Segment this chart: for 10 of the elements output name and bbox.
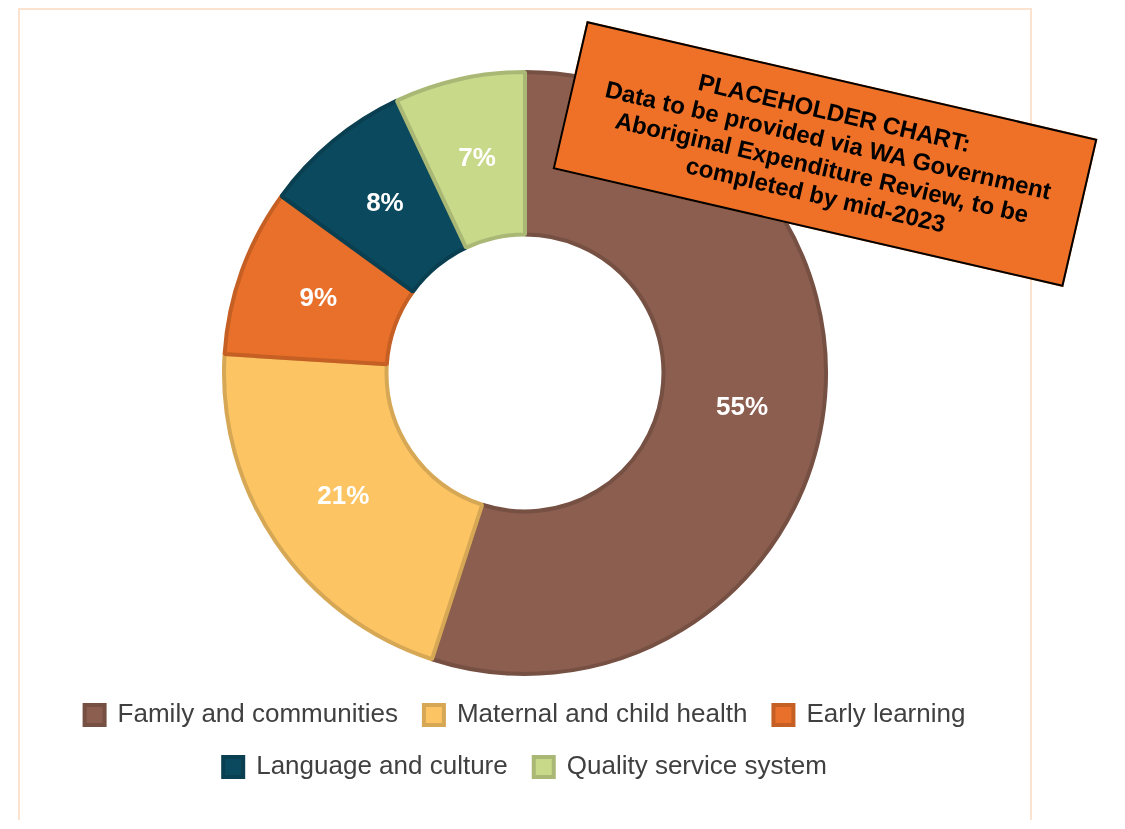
legend-label: Early learning [806, 698, 966, 729]
data-label: 55% [716, 390, 769, 421]
legend-label: Maternal and child health [456, 698, 748, 729]
legend-label: Quality service system [566, 750, 827, 781]
legend-label: Family and communities [117, 698, 398, 729]
data-label: 7% [458, 141, 496, 172]
data-label: 8% [366, 186, 404, 217]
legend-label: Language and culture [256, 750, 508, 781]
data-label: 9% [299, 281, 338, 312]
data-label: 21% [317, 479, 370, 510]
